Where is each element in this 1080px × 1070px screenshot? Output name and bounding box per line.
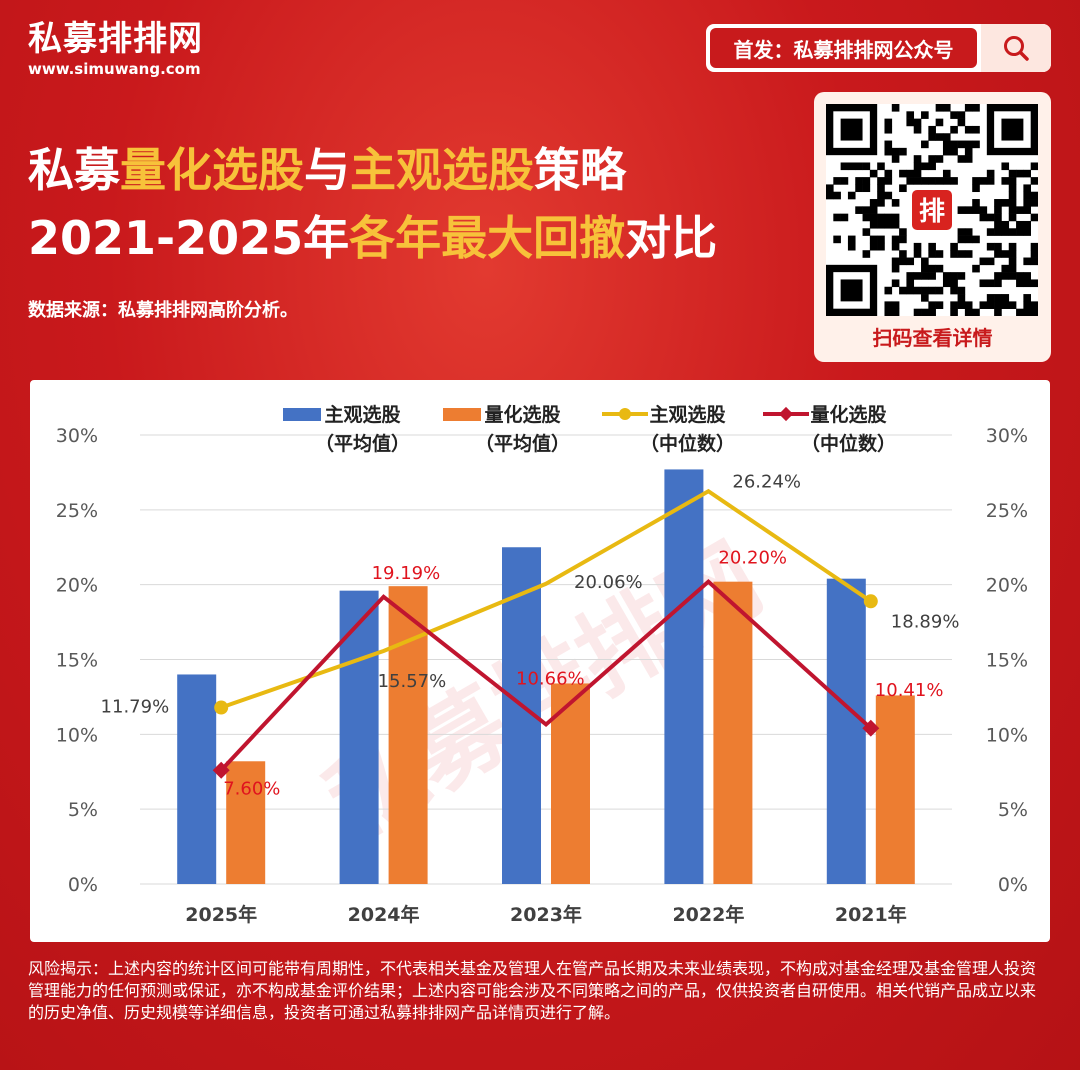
y-tick-right: 25% <box>986 500 1028 522</box>
y-tick-left: 10% <box>56 724 98 746</box>
marker-quant-median <box>862 719 880 737</box>
y-tick-right: 0% <box>998 874 1028 896</box>
search-icon[interactable] <box>981 24 1051 72</box>
marker-subjective-median <box>214 700 229 715</box>
bar-quant-avg <box>713 581 753 884</box>
marker-subjective-median <box>863 594 878 609</box>
page-title: 私募量化选股与主观选股策略 2021-2025年各年最大回撤对比 <box>28 136 717 272</box>
legend-item: 主观选股 （中位数） <box>592 400 735 456</box>
legend-label: 量化选股 <box>484 404 561 426</box>
legend-label: 主观选股 <box>649 404 726 426</box>
legend-label: 主观选股 <box>324 404 401 426</box>
data-label: 20.20% <box>718 548 787 569</box>
qr-caption: 扫码查看详情 <box>872 326 993 350</box>
y-tick-right: 15% <box>986 650 1028 672</box>
data-label: 10.66% <box>516 668 585 689</box>
y-tick-right: 20% <box>986 575 1028 597</box>
qr-code[interactable]: 排 <box>826 104 1039 317</box>
title-line1-segment: 私募 <box>28 143 120 197</box>
brand-logo[interactable]: 私募排排网 www.simuwang.com <box>28 20 203 78</box>
legend-sublabel: （中位数） <box>640 433 736 455</box>
title-line1-segment: 策略 <box>534 143 626 197</box>
x-tick-label: 2022年 <box>672 903 744 926</box>
line-subjective-median <box>220 488 872 710</box>
data-label: 10.41% <box>875 680 944 701</box>
y-tick-left: 5% <box>68 799 98 821</box>
legend-sublabel: （中位数） <box>801 433 897 455</box>
bar-subjective-avg <box>177 674 217 884</box>
bar-quant-avg <box>388 586 428 884</box>
title-line-2: 2021-2025年各年最大回撤对比 <box>28 204 717 272</box>
legend-sublabel: （平均值） <box>315 433 411 455</box>
bar-quant-avg <box>875 695 915 884</box>
data-label: 7.60% <box>223 778 280 799</box>
data-label: 15.57% <box>378 671 447 692</box>
data-label: 18.89% <box>891 611 960 632</box>
x-tick-label: 2024年 <box>348 903 420 926</box>
title-line2-segment: 各年最大回撤 <box>349 211 626 265</box>
search-bar-label: 首发：私募排排网公众号 <box>710 28 977 68</box>
x-tick-label: 2023年 <box>510 903 582 926</box>
bar-quant-avg <box>226 761 266 884</box>
risk-disclaimer: 风险揭示：上述内容的统计区间可能带有周期性，不代表相关基金及管理人在管产品长期及… <box>28 959 1037 1022</box>
line-quant-median <box>219 578 873 772</box>
data-label: 20.06% <box>574 572 643 593</box>
legend-item: 量化选股 （中位数） <box>753 400 896 456</box>
title-line1-segment: 与 <box>304 143 350 197</box>
brand-badge-icon: 排 <box>908 186 956 234</box>
data-label: 11.79% <box>101 697 170 718</box>
y-tick-left: 15% <box>56 650 98 672</box>
y-tick-right: 10% <box>986 724 1028 746</box>
y-tick-right: 5% <box>998 799 1028 821</box>
legend-label: 量化选股 <box>810 404 887 426</box>
legend-swatch <box>282 407 321 421</box>
y-tick-left: 25% <box>56 500 98 522</box>
legend-swatch <box>442 407 481 421</box>
legend-swatch <box>762 406 809 421</box>
bar-subjective-avg <box>664 469 704 884</box>
title-line2-segment: 2021-2025年 <box>28 211 350 265</box>
legend-item: 量化选股 （平均值） <box>433 400 570 456</box>
legend-swatch <box>601 407 648 420</box>
y-tick-left: 30% <box>56 425 98 447</box>
marker-quant-median <box>212 761 230 779</box>
y-tick-right: 30% <box>986 425 1028 447</box>
data-label: 26.24% <box>732 471 801 492</box>
x-tick-label: 2025年 <box>185 903 257 926</box>
data-source: 数据来源：私募排排网高阶分析。 <box>28 300 298 321</box>
title-line1-segment: 量化选股 <box>120 143 304 197</box>
brand-badge-text: 排 <box>919 197 945 227</box>
chart-legend: 主观选股 （平均值） 量化选股 （平均值） 主观选股 （中位数） 量化选股 （中位数） <box>30 400 1050 460</box>
y-tick-left: 20% <box>56 575 98 597</box>
legend-item: 主观选股 （平均值） <box>273 400 410 456</box>
legend-sublabel: （平均值） <box>475 433 571 455</box>
data-label: 19.19% <box>372 563 441 584</box>
brand-name: 私募排排网 <box>28 19 203 59</box>
search-bar[interactable]: 首发：私募排排网公众号 <box>706 24 1051 72</box>
title-line-1: 私募量化选股与主观选股策略 <box>28 136 717 204</box>
chart-panel: 私募排排网 0% 0% 5% 5% 10% 10% 15% 15% 20% 20% 25% 25% 30%… <box>30 380 1050 942</box>
title-line1-segment: 主观选股 <box>350 143 534 197</box>
qr-card[interactable]: 排 扫码查看详情 <box>814 92 1051 362</box>
title-line2-segment: 对比 <box>625 211 718 265</box>
y-tick-left: 0% <box>68 874 98 896</box>
bar-subjective-avg <box>826 578 866 884</box>
brand-url: www.simuwang.com <box>28 60 201 78</box>
x-tick-label: 2021年 <box>835 903 907 926</box>
